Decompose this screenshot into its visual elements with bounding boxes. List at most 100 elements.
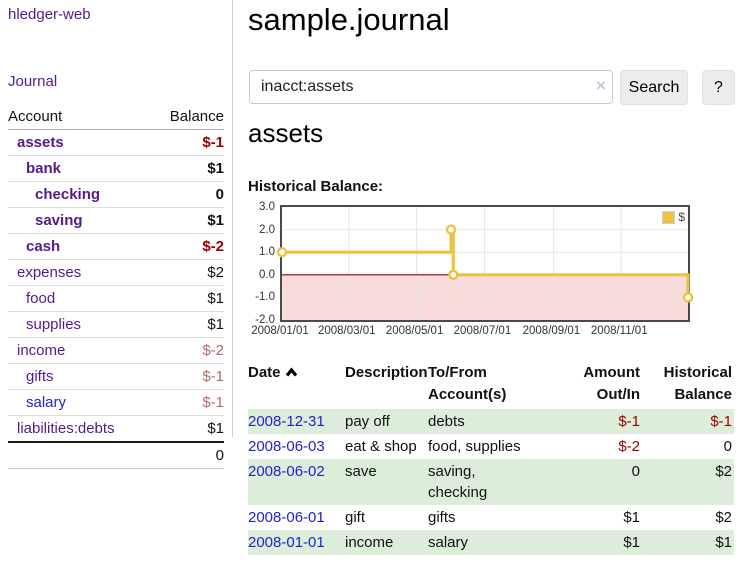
account-link-gifts[interactable]: gifts: [26, 368, 54, 385]
transaction-amount: $-2: [618, 438, 640, 455]
balance-chart-plot[interactable]: $: [276, 205, 694, 322]
account-link-bank[interactable]: bank: [26, 160, 62, 177]
transaction-balance: $-1: [642, 409, 734, 434]
search-input[interactable]: [249, 70, 613, 104]
account-balance: $-1: [151, 129, 224, 156]
transaction-date-link[interactable]: 2008-01-01: [248, 534, 325, 551]
register-col-description: Description: [345, 364, 428, 381]
y-tick-label: 2.0: [259, 223, 275, 236]
y-tick-label: 0.0: [259, 268, 275, 281]
account-name-cell: checking: [8, 181, 152, 208]
accounts-total-spacer: [8, 441, 152, 469]
account-balance: $1: [151, 311, 224, 338]
account-balance: $-2: [151, 337, 224, 364]
account-row: saving $1: [8, 207, 224, 234]
transaction-row: 2008-01-01 income salary $1 $1: [248, 530, 734, 555]
chart-x-axis-labels: 2008/01/01 2008/03/01 2008/05/01 2008/07/01…: [251, 325, 686, 341]
transaction-amount: $-1: [560, 409, 642, 434]
accounts-header-row: Account Balance: [8, 104, 224, 130]
register-col-accounts: To/From Account(s): [428, 364, 507, 403]
account-link-supplies[interactable]: supplies: [26, 316, 82, 333]
account-row: supplies $1: [8, 311, 224, 338]
transaction-date-cell: 2008-06-03: [248, 434, 345, 459]
y-tick-label: -2.0: [255, 314, 275, 326]
account-link-checking[interactable]: checking: [35, 186, 101, 203]
account-link-saving[interactable]: saving: [35, 212, 83, 229]
y-tick-label: 1.0: [259, 246, 275, 259]
account-link-cash[interactable]: cash: [26, 238, 61, 255]
transaction-amount: 0: [560, 459, 642, 505]
transaction-date-link[interactable]: 2008-06-03: [248, 438, 325, 455]
account-balance: 0: [151, 181, 224, 208]
transaction-date-link[interactable]: 2008-06-02: [248, 463, 325, 480]
transaction-amount: $1: [560, 530, 642, 555]
account-row: bank $1: [8, 155, 224, 182]
transaction-date-cell: 2008-01-01: [248, 530, 345, 555]
y-tick-label: -1.0: [255, 291, 275, 304]
transaction-accounts: saving, checking: [428, 459, 560, 505]
account-name-cell: supplies: [8, 311, 152, 338]
account-balance: $-1: [151, 389, 224, 416]
transaction-balance: $2: [715, 509, 732, 526]
account-name-cell: income: [8, 337, 152, 364]
transaction-row: 2008-06-01 gift gifts $1 $2: [248, 505, 734, 530]
account-link-food[interactable]: food: [26, 290, 56, 307]
register-col-balance: Historical Balance: [663, 364, 732, 403]
y-tick-label: 3.0: [259, 201, 275, 213]
historical-balance-chart: 3.0 2.0 1.0 0.0 -1.0 -2.0 $ 2008/01/01 2008/03…: [248, 201, 694, 342]
x-tick-label: 2008/01/01: [251, 325, 309, 337]
clear-search-icon[interactable]: ×: [596, 76, 606, 95]
transaction-description: gift: [345, 509, 366, 526]
account-row: gifts $-1: [8, 363, 224, 390]
account-link-expenses[interactable]: expenses: [17, 264, 82, 281]
accounts-table-body: assets $-1 bank $1 checking 0 saving $1 cash $-2 e…: [8, 129, 224, 443]
account-balance: $1: [151, 155, 224, 182]
transaction-description: pay off: [345, 409, 428, 434]
account-name-cell: bank: [8, 155, 152, 182]
account-heading: assets: [248, 118, 324, 148]
account-name-cell: food: [8, 285, 152, 312]
account-name-cell: saving: [8, 207, 152, 234]
register-header-row: Date Description To/From Account(s) Amou…: [248, 362, 734, 409]
sidebar-item-journal[interactable]: Journal: [8, 73, 58, 90]
register-col-date[interactable]: Date: [248, 362, 345, 409]
account-balance: $1: [151, 207, 224, 234]
help-button[interactable]: ?: [702, 70, 735, 105]
register-table: Date Description To/From Account(s) Amou…: [248, 362, 734, 555]
chart-y-axis-labels: 3.0 2.0 1.0 0.0 -1.0 -2.0: [248, 201, 275, 326]
search-button[interactable]: Search: [620, 70, 688, 105]
transaction-date-link[interactable]: 2008-06-01: [248, 509, 325, 526]
account-name-cell: assets: [8, 129, 152, 156]
transaction-amount: $1: [623, 509, 640, 526]
register-col-amount: Amount Out/In: [583, 364, 640, 403]
account-balance: $1: [207, 420, 224, 437]
account-row: salary $-1: [8, 389, 224, 416]
accounts-col-account: Account: [8, 104, 152, 130]
account-link-liabilities-debts[interactable]: liabilities:debts: [17, 420, 115, 437]
account-link-income[interactable]: income: [17, 342, 66, 359]
page-title: sample.journal: [248, 2, 450, 37]
transaction-row: 2008-06-02 save saving, checking 0 $2: [248, 459, 734, 505]
accounts-total-row: 0: [8, 441, 224, 469]
transaction-accounts: gifts: [428, 509, 456, 526]
account-link-assets[interactable]: assets: [17, 134, 64, 151]
transaction-description: eat & shop: [345, 438, 417, 455]
transaction-row: 2008-06-03 eat & shop food, supplies $-2 0: [248, 434, 734, 459]
account-balance: $2: [151, 259, 224, 286]
transaction-accounts: debts: [428, 409, 560, 434]
account-balance: $-2: [151, 233, 224, 260]
account-balance: $1: [151, 285, 224, 312]
transaction-description: income: [345, 530, 428, 555]
transaction-date-link[interactable]: 2008-12-31: [248, 413, 325, 430]
legend-label: $: [678, 210, 685, 224]
date-header-label: Date: [248, 364, 281, 381]
transaction-balance: $1: [642, 530, 734, 555]
x-tick-label: 2008/09/01: [522, 325, 581, 337]
account-balance: $-1: [151, 363, 224, 390]
account-link-salary[interactable]: salary: [26, 394, 67, 411]
transaction-row: 2008-12-31 pay off debts $-1 $-1: [248, 409, 734, 434]
app-title-link[interactable]: hledger-web: [8, 6, 91, 23]
balance-chart-svg: [276, 207, 694, 320]
account-name-cell: cash: [8, 233, 152, 260]
